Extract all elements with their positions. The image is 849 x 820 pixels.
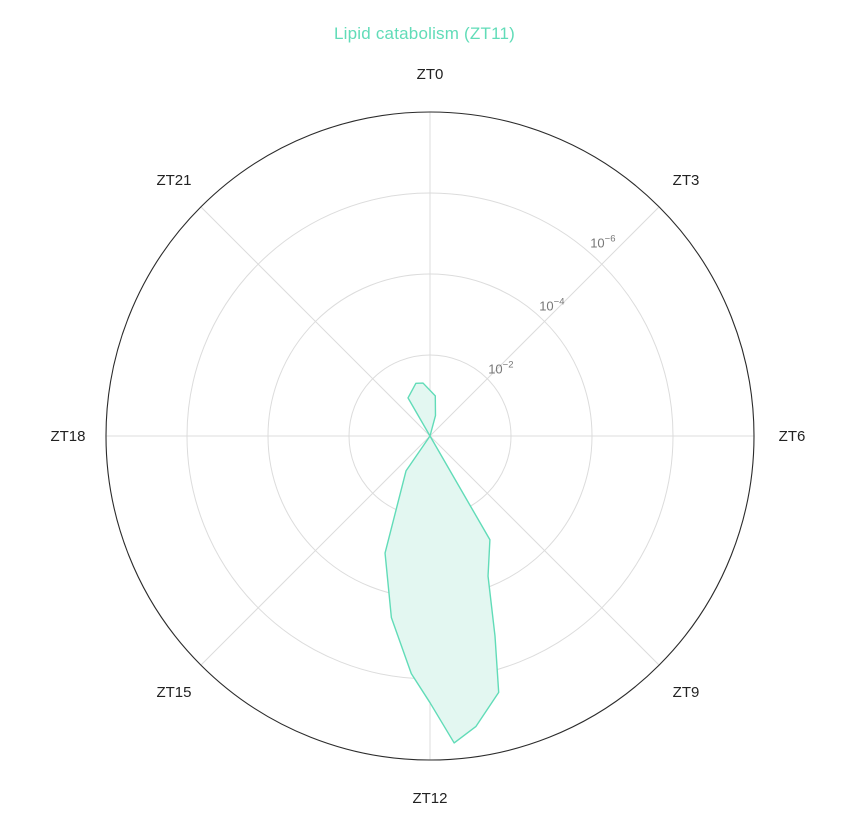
radial-tick-label-1: 10−4: [539, 297, 564, 314]
radial-tick-label-0: 10−2: [488, 360, 513, 377]
angular-tick-label-zt21: ZT21: [156, 172, 191, 189]
angular-tick-label-zt12: ZT12: [412, 790, 447, 807]
angular-tick-label-zt18: ZT18: [50, 428, 85, 445]
angular-tick-label-zt15: ZT15: [156, 684, 191, 701]
angular-tick-label-zt6: ZT6: [779, 428, 806, 445]
series-area-0: [385, 383, 499, 743]
angular-gridline-zt21: [201, 207, 430, 436]
chart-title: Lipid catabolism (ZT11): [0, 24, 849, 44]
angular-gridline-zt3: [430, 207, 659, 436]
angular-tick-label-zt9: ZT9: [673, 684, 700, 701]
angular-tick-label-zt0: ZT0: [417, 66, 444, 83]
radial-tick-label-2: 10−6: [590, 234, 615, 251]
angular-tick-label-zt3: ZT3: [673, 172, 700, 189]
